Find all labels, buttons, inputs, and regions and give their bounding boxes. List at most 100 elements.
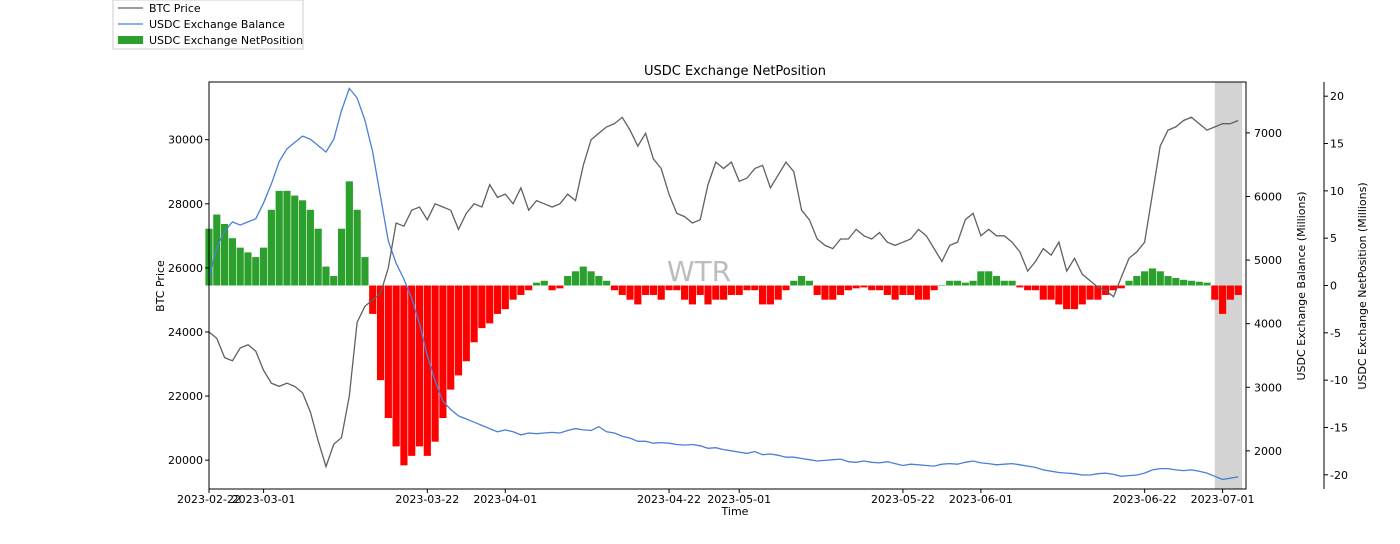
netposition-bar (883, 285, 891, 295)
legend-label-usdc-balance: USDC Exchange Balance (149, 18, 285, 31)
netposition-bar (657, 285, 665, 300)
netposition-bar (618, 285, 626, 295)
netposition-bar (946, 280, 954, 286)
netposition-bar (797, 276, 806, 286)
y-axis-usdc-balance: 2000 3000 4000 5000 6000 7000 (1246, 127, 1282, 458)
x-tick-label: 2023-05-22 (871, 493, 935, 506)
netposition-bar (790, 280, 798, 286)
netposition-bar (1234, 285, 1242, 295)
netposition-bar (1180, 279, 1188, 286)
netposition-bar (914, 285, 923, 300)
netposition-bar (1148, 268, 1157, 286)
netposition-bar (1109, 285, 1118, 291)
netposition-bar (462, 285, 470, 362)
netposition-bar (992, 276, 1001, 286)
netposition-bar (649, 285, 658, 295)
netposition-bar (447, 285, 455, 390)
netposition-bar (556, 285, 564, 289)
netposition-bar (805, 280, 813, 286)
netposition-bar (540, 280, 548, 286)
netposition-bar (782, 285, 790, 291)
netposition-bar (423, 285, 431, 456)
legend-swatch-netposition (118, 36, 143, 44)
netposition-bar (322, 266, 330, 286)
netposition-bar (501, 285, 509, 310)
netposition-bar (392, 285, 400, 447)
netposition-bar (221, 223, 229, 286)
y-left-tick-label: 22000 (168, 390, 203, 403)
y-left-tick-label: 28000 (168, 198, 203, 211)
netposition-bar (712, 285, 720, 300)
netposition-bar (298, 200, 307, 286)
y-left-tick-label: 24000 (168, 326, 203, 339)
legend-label-netposition: USDC Exchange NetPosition (149, 34, 303, 47)
netposition-bar (525, 285, 533, 291)
usdc-balance-line (208, 87, 1239, 481)
y-axis-right1-label: USDC Exchange Balance (Millions) (1295, 191, 1308, 380)
y-right2-tick-label: -15 (1330, 421, 1348, 434)
netposition-bar (1203, 282, 1211, 286)
netposition-bar (1187, 280, 1196, 286)
x-tick-label: 2023-03-22 (395, 493, 459, 506)
netposition-bar (493, 285, 502, 314)
netposition-bar (1024, 285, 1032, 291)
netposition-bar (673, 285, 681, 291)
netposition-bar (454, 285, 463, 376)
legend-label-btc-price: BTC Price (149, 2, 201, 15)
netposition-bar (704, 285, 712, 305)
netposition-bar (259, 247, 268, 286)
y-axis-right2-label: USDC Exchange NetPosition (Millions) (1356, 182, 1369, 389)
netposition-bar (1094, 285, 1102, 300)
netposition-bar (634, 285, 642, 305)
netposition-bar (376, 285, 385, 381)
netposition-bar (603, 280, 611, 286)
netposition-bar (1172, 277, 1180, 286)
netposition-bar (1031, 285, 1040, 291)
netposition-bar (844, 285, 852, 291)
netposition-bar (1086, 285, 1094, 300)
netposition-bar (1117, 285, 1125, 289)
netposition-bar (938, 285, 946, 286)
netposition-bar (751, 285, 759, 291)
netposition-bar (681, 285, 689, 300)
netposition-bar (610, 285, 619, 291)
netposition-bar (1141, 271, 1149, 286)
netposition-bar (1195, 281, 1203, 286)
x-tick-label: 2023-03-01 (232, 493, 296, 506)
netposition-bar (314, 228, 322, 286)
netposition-bar (275, 190, 283, 286)
netposition-bar (852, 285, 860, 289)
netposition-bar (1133, 276, 1141, 286)
netposition-bar (829, 285, 837, 300)
netposition-bar (985, 271, 993, 286)
series-lines (208, 87, 1239, 481)
netposition-bar (1226, 285, 1234, 300)
netposition-bar (291, 195, 299, 286)
netposition-bar (408, 285, 416, 456)
y-axis-left-label: BTC Price (154, 260, 167, 312)
netposition-bar (478, 285, 486, 329)
netposition-bar (244, 252, 252, 286)
y-left-tick-label: 30000 (168, 134, 203, 147)
netposition-bar (330, 276, 338, 286)
netposition-bar (626, 285, 634, 300)
y-right2-tick-label: -20 (1330, 469, 1348, 482)
netposition-bar (1156, 271, 1164, 286)
netposition-bar (735, 285, 743, 295)
x-tick-label: 2023-06-22 (1113, 493, 1177, 506)
netposition-bar (1000, 280, 1008, 286)
y-right1-tick-label: 7000 (1254, 127, 1282, 140)
netposition-bar (1125, 280, 1133, 286)
netposition-bar (579, 266, 587, 286)
legend: BTC Price USDC Exchange Balance USDC Exc… (112, 0, 304, 50)
netposition-bar (930, 285, 938, 291)
y-right2-tick-label: 10 (1330, 185, 1344, 198)
netposition-bar (1039, 285, 1047, 300)
netposition-bar (821, 285, 829, 300)
x-axis-label: Time (721, 505, 749, 518)
netposition-bar (595, 276, 603, 286)
netposition-bar (548, 285, 556, 291)
netposition-bar (969, 280, 977, 286)
netposition-bar (1070, 285, 1079, 310)
y-axis-btc-price: 20000 22000 24000 26000 28000 30000 (168, 134, 209, 467)
